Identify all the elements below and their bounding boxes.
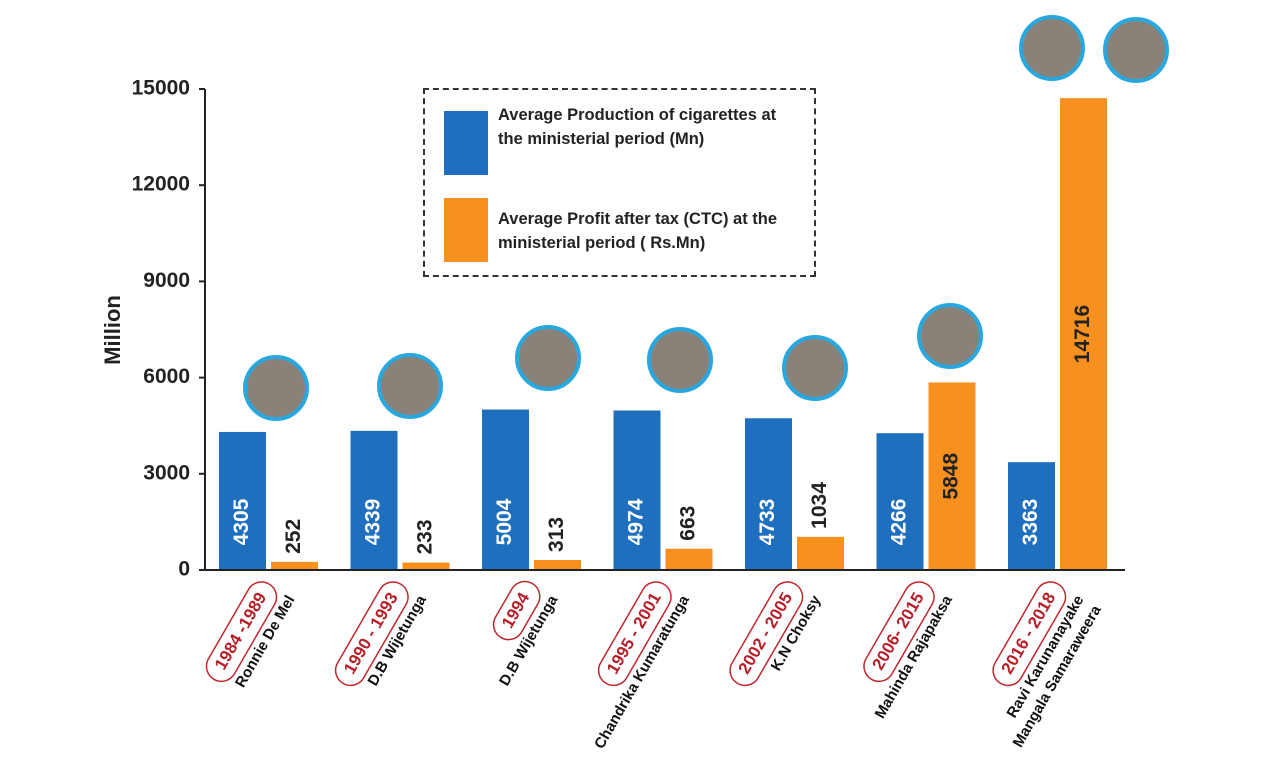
period-pill (729, 581, 804, 687)
value-label: 313 (545, 517, 568, 552)
period-pill (334, 581, 409, 687)
value-label: 4733 (756, 499, 779, 546)
photo (377, 353, 443, 419)
value-label: 4266 (888, 499, 911, 546)
legend-swatch (444, 198, 488, 262)
period-pill (597, 581, 672, 687)
bar (745, 418, 792, 570)
value-label: 233 (414, 519, 437, 554)
value-label: 14716 (1071, 305, 1094, 363)
value-label: 663 (677, 506, 700, 541)
period-pill (992, 581, 1067, 687)
value-label: 1034 (808, 482, 831, 529)
value-label: 5848 (940, 453, 963, 500)
y-tick-label: 6000 (143, 365, 190, 388)
bar (402, 562, 450, 570)
value-label: 4339 (362, 499, 385, 546)
bar (613, 410, 661, 570)
bar (797, 536, 844, 570)
y-tick-label: 3000 (143, 461, 190, 484)
bar (534, 559, 581, 570)
y-tick-label: 12000 (132, 173, 190, 196)
photo (782, 335, 848, 401)
legend-label: Average Production of cigarettes at the … (498, 106, 777, 148)
value-label: 4974 (625, 498, 648, 545)
photo (1103, 17, 1169, 83)
y-tick-label: 0 (178, 558, 190, 581)
photo (1019, 15, 1085, 81)
value-label: 5004 (493, 498, 516, 545)
bar (271, 561, 318, 570)
period-pill (863, 581, 935, 683)
bar (1060, 98, 1107, 570)
legend-swatch (444, 111, 488, 175)
bar (928, 382, 976, 570)
value-label: 252 (282, 519, 305, 554)
bar (665, 548, 713, 570)
legend-label: Average Profit after tax (CTC) at the mi… (498, 210, 778, 252)
legend: Average Production of cigarettes at the … (423, 88, 816, 277)
photo (647, 327, 713, 393)
photo (243, 355, 309, 421)
y-axis-label: Million (100, 295, 125, 365)
value-label: 3363 (1019, 499, 1042, 546)
bar (1008, 462, 1055, 570)
value-label: 4305 (230, 498, 253, 545)
bar (876, 433, 924, 570)
photo (917, 303, 983, 369)
period-pill (205, 581, 278, 683)
period-pill (492, 580, 541, 641)
y-tick-label: 15000 (132, 77, 190, 100)
bar (219, 431, 266, 570)
photos (243, 15, 1169, 421)
y-tick-label: 9000 (143, 269, 190, 292)
bar (350, 430, 398, 570)
bar (482, 409, 529, 570)
photo (515, 325, 581, 391)
